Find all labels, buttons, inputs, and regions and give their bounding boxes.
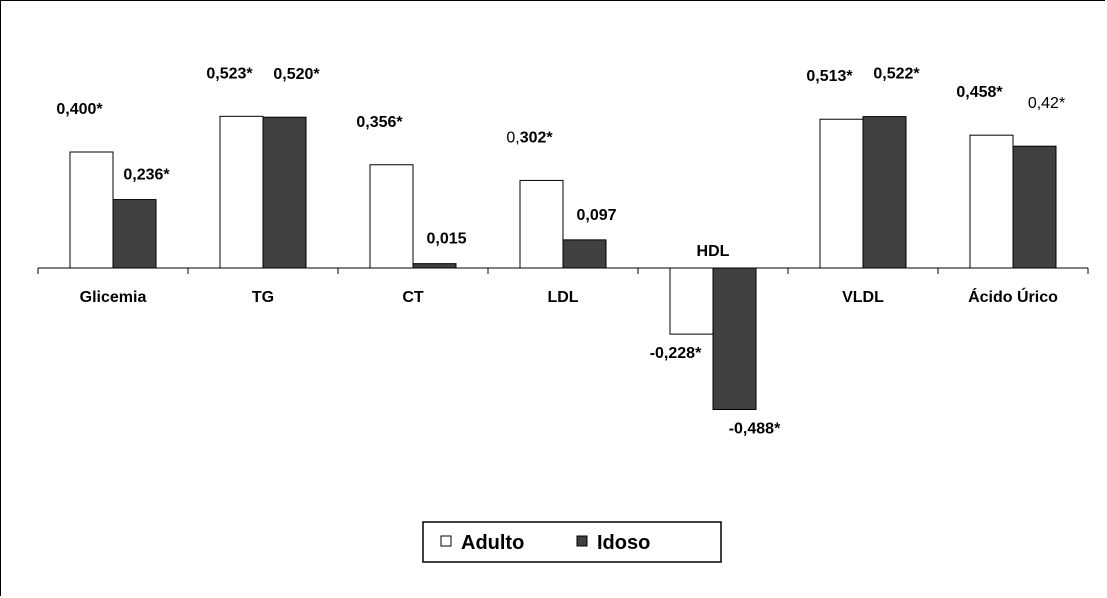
legend-swatch-adulto bbox=[440, 535, 452, 547]
bar-idoso-glicemia bbox=[112, 199, 157, 269]
category-label-tg: TG bbox=[252, 289, 274, 306]
data-label-adulto-hdl: -0,228* bbox=[650, 345, 702, 362]
legend-box bbox=[422, 521, 722, 563]
data-label-adulto-vldl: 0,513* bbox=[806, 68, 853, 85]
data-label-idoso-tg: 0,520* bbox=[273, 66, 320, 83]
data-label-adulto-ct: 0,356* bbox=[356, 114, 403, 131]
bar-adulto-ldl bbox=[519, 179, 564, 269]
bar-idoso-vldl bbox=[862, 116, 907, 269]
data-label-idoso-ct: 0,015 bbox=[426, 231, 466, 248]
data-label-adulto-ldl: 0,302* bbox=[506, 129, 553, 146]
bar-idoso-acido-urico bbox=[1012, 145, 1057, 269]
bar-adulto-acido-urico bbox=[969, 134, 1014, 269]
data-label-idoso-vldl: 0,522* bbox=[873, 66, 920, 83]
data-label-idoso-ldl: 0,097 bbox=[576, 207, 616, 224]
category-label-hdl: HDL bbox=[697, 243, 730, 260]
category-label-ct: CT bbox=[402, 289, 424, 306]
bar-idoso-ct bbox=[412, 263, 457, 269]
data-label-idoso-glicemia: 0,236* bbox=[123, 167, 170, 184]
category-label-ldl: LDL bbox=[547, 289, 578, 306]
legend-swatch-idoso bbox=[576, 535, 588, 547]
bar-adulto-hdl bbox=[669, 267, 714, 335]
legend-label-idoso: Idoso bbox=[597, 532, 650, 554]
category-label-acido-urico: Ácido Úrico bbox=[968, 287, 1058, 306]
data-label-idoso-hdl: -0,488* bbox=[729, 421, 781, 438]
data-label-idoso-acido-urico: 0,42* bbox=[1028, 95, 1065, 112]
data-label-adulto-acido-urico: 0,458* bbox=[956, 84, 1003, 101]
bar-idoso-hdl bbox=[712, 267, 757, 411]
category-label-vldl: VLDL bbox=[842, 289, 884, 306]
category-label-glicemia: Glicemia bbox=[80, 289, 147, 306]
bar-idoso-ldl bbox=[562, 239, 607, 269]
data-label-adulto-tg: 0,523* bbox=[206, 65, 253, 82]
bar-adulto-tg bbox=[219, 115, 264, 269]
legend-label-adulto: Adulto bbox=[461, 532, 524, 554]
bar-adulto-glicemia bbox=[69, 151, 114, 269]
bar-idoso-tg bbox=[262, 116, 307, 269]
data-label-adulto-glicemia: 0,400* bbox=[56, 101, 103, 118]
bar-adulto-ct bbox=[369, 164, 414, 269]
bar-adulto-vldl bbox=[819, 118, 864, 269]
